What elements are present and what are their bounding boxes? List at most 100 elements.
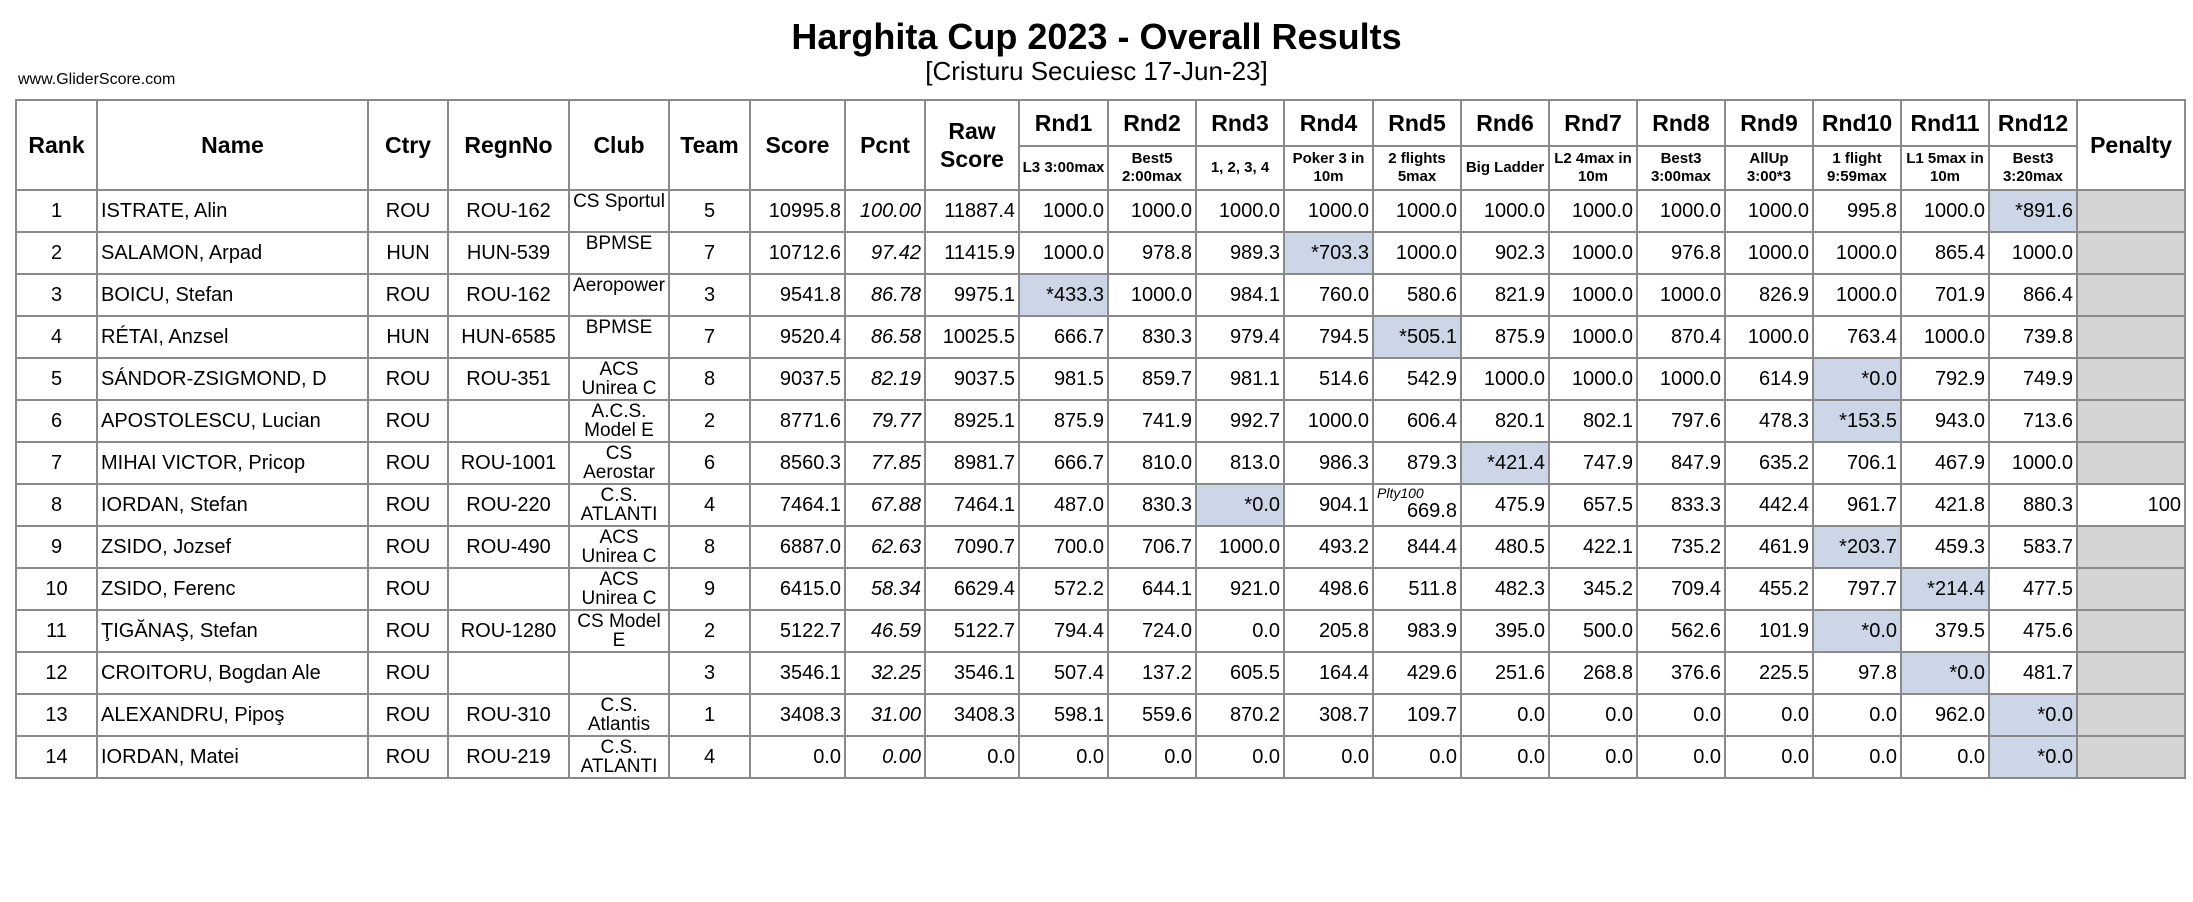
round-score-cell: 583.7 — [1988, 525, 2078, 569]
task-rnd2: Best5 2:00max — [1107, 145, 1197, 191]
rank-cell: 3 — [15, 273, 98, 317]
club-cell — [568, 651, 670, 695]
round-score-cell: 981.5 — [1018, 357, 1109, 401]
header-rnd2: Rnd2 — [1107, 99, 1197, 147]
round-score-cell: 137.2 — [1107, 651, 1197, 695]
round-score-cell: 921.0 — [1195, 567, 1285, 611]
penalty-cell — [2076, 651, 2186, 695]
round-score-cell: 1000.0 — [1548, 315, 1638, 359]
round-score-cell: 976.8 — [1636, 231, 1726, 275]
pcnt-cell: 32.25 — [844, 651, 926, 695]
round-score-cell: 442.4 — [1724, 483, 1814, 527]
country-cell: ROU — [367, 189, 449, 233]
round-score-cell: 865.4 — [1900, 231, 1990, 275]
round-score-cell: 542.9 — [1372, 357, 1462, 401]
pcnt-cell: 82.19 — [844, 357, 926, 401]
club-cell: A.C.S. Model E — [568, 399, 670, 443]
raw-score-cell: 3546.1 — [924, 651, 1020, 695]
raw-score-cell: 10025.5 — [924, 315, 1020, 359]
regn-cell: HUN-6585 — [447, 315, 570, 359]
name-cell: CROITORU, Bogdan Ale — [96, 651, 369, 695]
round-score-cell: 1000.0 — [1900, 315, 1990, 359]
round-score-cell: 644.1 — [1107, 567, 1197, 611]
round-score-cell: 1000.0 — [1283, 399, 1374, 443]
club-cell: ACS Unirea C — [568, 525, 670, 569]
header-pcnt: Pcnt — [844, 99, 926, 191]
pcnt-cell: 46.59 — [844, 609, 926, 653]
name-cell: MIHAI VICTOR, Pricop — [96, 441, 369, 485]
header-rnd1: Rnd1 — [1018, 99, 1109, 147]
penalty-cell — [2076, 693, 2186, 737]
round-score-cell: 1000.0 — [1900, 189, 1990, 233]
rank-cell: 10 — [15, 567, 98, 611]
round-score-cell: 0.0 — [1548, 735, 1638, 779]
round-score-cell: 1000.0 — [1107, 189, 1197, 233]
round-score-cell: 797.7 — [1812, 567, 1902, 611]
raw-score-cell: 5122.7 — [924, 609, 1020, 653]
name-cell: ZSIDO, Ferenc — [96, 567, 369, 611]
round-score-cell: 0.0 — [1636, 693, 1726, 737]
round-score-cell: 0.0 — [1636, 735, 1726, 779]
round-score-cell: 429.6 — [1372, 651, 1462, 695]
round-score-cell: 514.6 — [1283, 357, 1374, 401]
round-score-cell: 797.6 — [1636, 399, 1726, 443]
score-cell: 8560.3 — [749, 441, 846, 485]
round-score-cell: 1000.0 — [1018, 231, 1109, 275]
table-row: 5 SÁNDOR-ZSIGMOND, D ROU ROU-351 ACS Unirea … — [15, 357, 2186, 401]
regn-cell: ROU-490 — [447, 525, 570, 569]
round-score-cell: 251.6 — [1460, 651, 1550, 695]
rank-cell: 11 — [15, 609, 98, 653]
header-club: Club — [568, 99, 670, 191]
header-rnd5: Rnd5 — [1372, 99, 1462, 147]
site-url[interactable]: www.GliderScore.com — [18, 71, 176, 88]
round-score-cell: 1000.0 — [1107, 273, 1197, 317]
round-score-cell: 572.2 — [1018, 567, 1109, 611]
round-score-cell: 749.9 — [1988, 357, 2078, 401]
regn-cell: ROU-1280 — [447, 609, 570, 653]
club-label: ACS Unirea C — [581, 360, 657, 398]
club-label: ACS Unirea C — [581, 570, 657, 608]
table-row: 12 CROITORU, Bogdan Ale ROU 3 3546.1 32.25 354… — [15, 651, 2186, 695]
header-ctry: Ctry — [367, 99, 449, 191]
score-cell: 6415.0 — [749, 567, 846, 611]
round-score-cell: 459.3 — [1900, 525, 1990, 569]
round-score-cell: 308.7 — [1283, 693, 1374, 737]
task-rnd11: L1 5max in 10m — [1900, 145, 1990, 191]
team-cell: 1 — [668, 693, 751, 737]
round-score-cell: 870.4 — [1636, 315, 1726, 359]
regn-cell — [447, 399, 570, 443]
rank-cell: 7 — [15, 441, 98, 485]
round-score-cell: 1000.0 — [1283, 189, 1374, 233]
header-rnd8: Rnd8 — [1636, 99, 1726, 147]
pcnt-cell: 86.58 — [844, 315, 926, 359]
discarded-round-cell: *0.0 — [1900, 651, 1990, 695]
score-cell: 5122.7 — [749, 609, 846, 653]
round-score-cell: 0.0 — [1283, 735, 1374, 779]
raw-score-cell: 11887.4 — [924, 189, 1020, 233]
country-cell: ROU — [367, 399, 449, 443]
round-score-cell: 422.1 — [1548, 525, 1638, 569]
header-rnd9: Rnd9 — [1724, 99, 1814, 147]
round-score-cell: 481.7 — [1988, 651, 2078, 695]
score-cell: 6887.0 — [749, 525, 846, 569]
pcnt-cell: 67.88 — [844, 483, 926, 527]
round-score-cell: 0.0 — [1018, 735, 1109, 779]
round-score-cell: 635.2 — [1724, 441, 1814, 485]
raw-score-cell: 7464.1 — [924, 483, 1020, 527]
country-cell: ROU — [367, 483, 449, 527]
penalty-cell — [2076, 567, 2186, 611]
raw-score-cell: 7090.7 — [924, 525, 1020, 569]
round-score-cell: 1000.0 — [1372, 189, 1462, 233]
round-score-cell: 792.9 — [1900, 357, 1990, 401]
round-score-cell: 1000.0 — [1812, 273, 1902, 317]
discarded-round-cell: *0.0 — [1812, 357, 1902, 401]
round-score-cell: 657.5 — [1548, 483, 1638, 527]
round-score-cell: 666.7 — [1018, 441, 1109, 485]
round-score-cell: 421.8 — [1900, 483, 1990, 527]
round-score-cell: 713.6 — [1988, 399, 2078, 443]
task-rnd7: L2 4max in 10m — [1548, 145, 1638, 191]
pcnt-cell: 31.00 — [844, 693, 926, 737]
discarded-round-cell: *421.4 — [1460, 441, 1550, 485]
country-cell: HUN — [367, 231, 449, 275]
round-score-cell: 0.0 — [1195, 609, 1285, 653]
